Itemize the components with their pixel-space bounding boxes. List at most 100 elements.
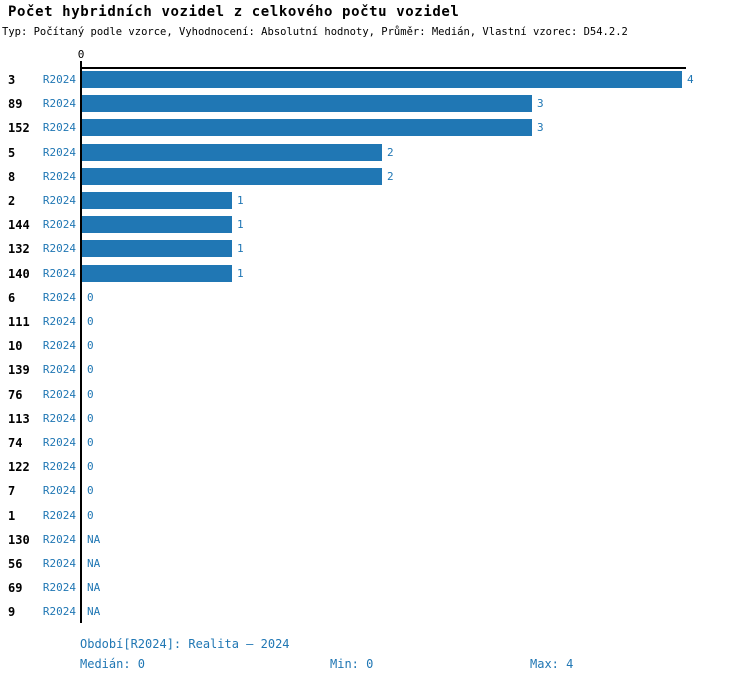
- bar: [82, 192, 232, 209]
- row-series-label: R2024: [42, 73, 76, 86]
- chart-row: 122 R2024 0: [0, 455, 750, 479]
- row-series-label: R2024: [42, 242, 76, 256]
- chart-row: 139 R2024 0: [0, 358, 750, 382]
- row-series-label: R2024: [42, 460, 76, 474]
- period-label: Období[R2024]: Realita – 2024: [80, 637, 290, 651]
- bar: [82, 240, 232, 258]
- chart-row: 113 R2024 0: [0, 407, 750, 431]
- row-category-label: 132: [8, 242, 30, 257]
- min-stat: Min: 0: [330, 657, 374, 671]
- median-stat: Medián: 0: [80, 657, 146, 671]
- chart-row: 7 R2024 0: [0, 479, 750, 503]
- chart-row: 9 R2024 NA: [0, 600, 750, 624]
- bar-value-label: 1: [237, 242, 244, 256]
- x-axis-zero-tick-label: 0: [77, 48, 85, 61]
- bar-value-label: NA: [87, 605, 101, 619]
- chart-row: 8 R2024 2: [0, 165, 750, 189]
- row-series-label: R2024: [42, 339, 76, 353]
- row-category-label: 10: [8, 339, 23, 354]
- bar-value-label: 4: [687, 73, 694, 86]
- row-series-label: R2024: [42, 484, 76, 498]
- row-series-label: R2024: [42, 290, 76, 304]
- bar: [82, 71, 682, 88]
- row-category-label: 2: [8, 194, 16, 208]
- row-category-label: 144: [8, 218, 30, 233]
- row-series-label: R2024: [42, 169, 76, 183]
- row-category-label: 152: [8, 121, 30, 136]
- chart-row: 130 R2024 NA: [0, 528, 750, 552]
- bar: [82, 216, 232, 234]
- row-category-label: 56: [8, 557, 23, 571]
- row-series-label: R2024: [42, 387, 76, 401]
- chart-row: 132 R2024 1: [0, 237, 750, 261]
- row-series-label: R2024: [42, 218, 76, 232]
- chart-row: 2 R2024 1: [0, 189, 750, 213]
- bar-value-label: 2: [387, 169, 394, 183]
- row-category-label: 76: [8, 387, 23, 402]
- bar-value-label: 0: [87, 363, 94, 377]
- bar-value-label: 1: [237, 194, 244, 207]
- x-axis-line: [81, 67, 686, 69]
- chart-row: 3 R2024 4: [0, 68, 750, 92]
- chart-row: 6 R2024 0: [0, 286, 750, 310]
- chart-row: 144 R2024 1: [0, 213, 750, 237]
- bar: [82, 264, 232, 282]
- row-category-label: 111: [8, 315, 30, 329]
- chart-row: 5 R2024 2: [0, 141, 750, 165]
- bar-value-label: 0: [87, 460, 94, 474]
- bar-value-label: 0: [87, 508, 94, 522]
- bar-value-label: 0: [87, 339, 94, 353]
- row-series-label: R2024: [42, 436, 76, 449]
- bar-value-label: 0: [87, 436, 94, 449]
- row-series-label: R2024: [42, 266, 76, 280]
- row-series-label: R2024: [42, 508, 76, 522]
- row-series-label: R2024: [42, 581, 76, 595]
- chart-row: 152 R2024 3: [0, 116, 750, 140]
- bar-value-label: 3: [537, 121, 544, 135]
- bar: [82, 119, 532, 137]
- row-category-label: 74: [8, 436, 23, 450]
- bar: [82, 167, 382, 185]
- row-category-label: 8: [8, 169, 16, 184]
- row-category-label: 122: [8, 460, 30, 475]
- row-category-label: 3: [8, 73, 16, 87]
- row-series-label: R2024: [42, 145, 76, 159]
- chart-row: 56 R2024 NA: [0, 552, 750, 576]
- row-series-label: R2024: [42, 532, 76, 546]
- chart-row: 69 R2024 NA: [0, 576, 750, 600]
- row-category-label: 9: [8, 605, 16, 620]
- bar-value-label: 1: [237, 218, 244, 232]
- max-stat: Max: 4: [530, 657, 574, 671]
- row-category-label: 7: [8, 484, 16, 499]
- bar: [82, 95, 532, 113]
- chart-row: 10 R2024 0: [0, 334, 750, 358]
- bar-value-label: 0: [87, 387, 94, 401]
- row-series-label: R2024: [42, 605, 76, 619]
- chart-row: 111 R2024 0: [0, 310, 750, 334]
- bar-value-label: NA: [87, 532, 101, 546]
- bar-rows: 3 R2024 4 89 R2024 3 152 R2024 3 5 R2024 2 8 R2024 2 2 R…: [0, 68, 750, 624]
- row-category-label: 130: [8, 532, 30, 547]
- chart-row: 76 R2024 0: [0, 383, 750, 407]
- bar-value-label: 0: [87, 290, 94, 304]
- x-axis-zero-tick-mark: [80, 61, 82, 68]
- row-series-label: R2024: [42, 194, 76, 207]
- row-category-label: 5: [8, 145, 16, 160]
- chart-title: Počet hybridních vozidel z celkového poč…: [8, 4, 460, 20]
- chart-row: 89 R2024 3: [0, 92, 750, 116]
- row-category-label: 6: [8, 290, 16, 305]
- bar-value-label: 0: [87, 315, 94, 328]
- row-category-label: 139: [8, 363, 30, 378]
- row-category-label: 113: [8, 411, 30, 426]
- y-axis-line: [80, 68, 82, 623]
- row-series-label: R2024: [42, 121, 76, 135]
- row-series-label: R2024: [42, 315, 76, 328]
- bar-value-label: 3: [537, 97, 544, 111]
- row-category-label: 89: [8, 97, 23, 112]
- bar-value-label: 0: [87, 484, 94, 498]
- row-category-label: 140: [8, 266, 30, 281]
- chart-row: 1 R2024 0: [0, 504, 750, 528]
- row-series-label: R2024: [42, 557, 76, 570]
- bar-value-label: NA: [87, 557, 101, 570]
